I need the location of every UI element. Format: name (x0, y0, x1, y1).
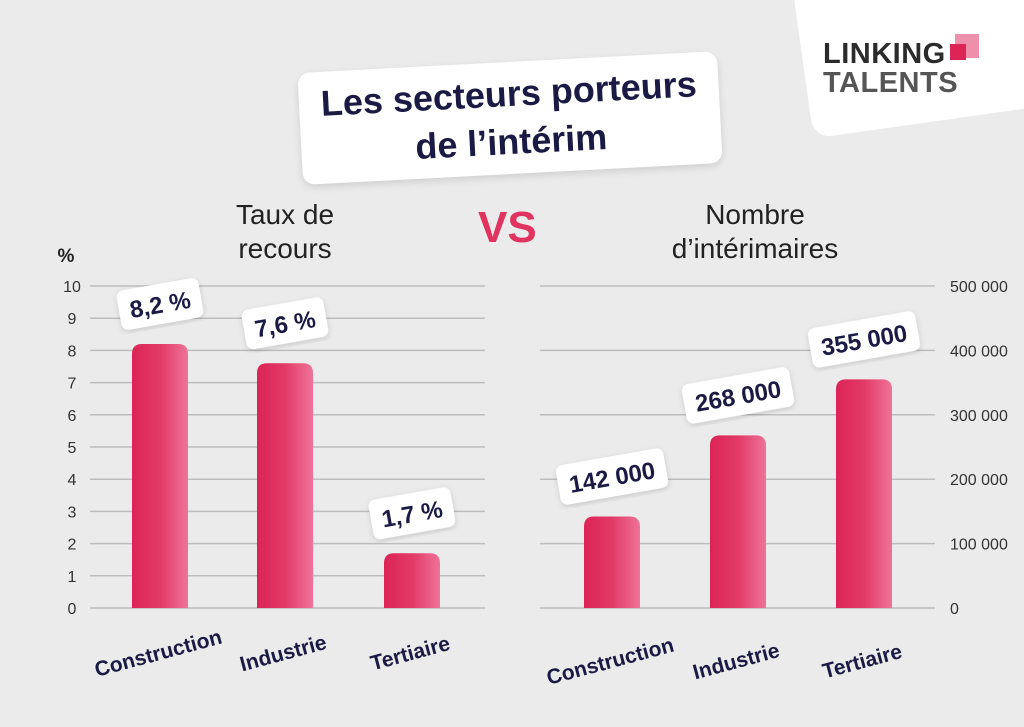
y-tick-label: 6 (68, 408, 77, 425)
y-tick-label: 3 (68, 504, 77, 521)
y-tick-label: 0 (950, 601, 959, 618)
y-tick-label: 500 000 (950, 279, 1008, 296)
right-chart-title: Nombre d’intérimaires (630, 198, 880, 266)
data-label: 1,7 % (368, 487, 456, 540)
y-tick-label: 1 (68, 569, 77, 586)
y-tick-label: 4 (68, 472, 77, 489)
category-label: Industrie (238, 631, 330, 676)
data-label: 8,2 % (116, 278, 204, 330)
y-tick-label: 5 (68, 440, 77, 457)
category-label: Tertiaire (368, 632, 453, 675)
y-tick-label: 2 (68, 537, 77, 554)
left-title-line1: Taux de (235, 199, 335, 230)
logo-line1: LINKING (823, 38, 946, 70)
vs-label: VS (478, 203, 537, 252)
y-tick-label: 7 (68, 376, 77, 393)
y-tick-label: 9 (68, 311, 77, 328)
y-axis-label: % (58, 246, 75, 267)
category-label: Industrie (691, 639, 783, 684)
bar (584, 516, 640, 608)
y-tick-label: 100 000 (950, 537, 1008, 554)
y-tick-label: 10 (63, 279, 81, 296)
logo-line2: TALENTS (823, 67, 959, 99)
right-title-line2: d’intérimaires (671, 233, 839, 264)
bar (710, 435, 766, 608)
logo: LINKING TALENTS (823, 40, 958, 98)
y-tick-label: 8 (68, 343, 77, 360)
category-label: Tertiaire (820, 640, 905, 683)
y-tick-label: 300 000 (950, 408, 1008, 425)
logo-square-dark (950, 44, 966, 60)
data-label: 142 000 (555, 448, 669, 505)
data-label: 268 000 (681, 367, 795, 424)
y-tick-label: 0 (68, 601, 77, 618)
bar (384, 553, 440, 608)
y-tick-label: 400 000 (950, 343, 1008, 360)
data-label: 355 000 (807, 311, 921, 368)
bar (836, 379, 892, 608)
category-label: Construction (544, 634, 676, 690)
bar (132, 343, 188, 608)
data-label: 7,6 % (241, 297, 329, 350)
bar (257, 363, 313, 608)
left-chart-title: Taux de recours (185, 198, 385, 266)
category-label: Construction (92, 626, 224, 682)
left-title-line2: recours (238, 233, 332, 264)
y-tick-label: 200 000 (950, 472, 1008, 489)
right-title-line1: Nombre (705, 199, 805, 230)
